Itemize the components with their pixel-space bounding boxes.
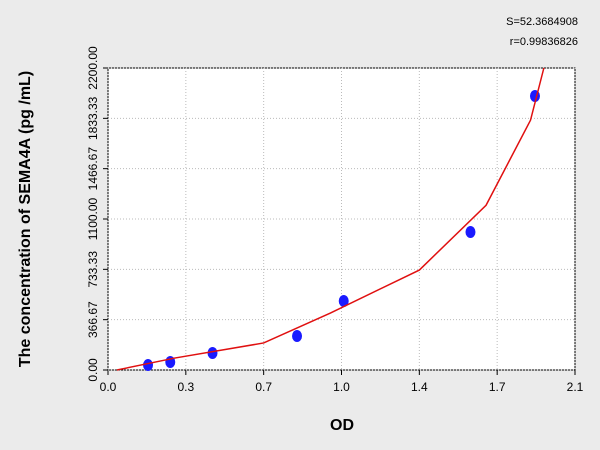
data-point [207,346,218,359]
y-axis-title: The concentration of SEMA4A (pg /mL) [17,71,34,367]
stat-s: S=52.3684908 [506,16,578,28]
fit-curve [116,67,545,371]
data-point [338,294,349,307]
x-tick-label: 0.0 [100,380,117,394]
y-tick-label: 2200.00 [86,46,100,90]
x-tick-label: 2.1 [567,380,584,394]
y-tick-label: 1833.33 [86,96,100,140]
stat-r: r=0.99836826 [510,36,578,48]
x-tick-label: 0.7 [255,380,272,394]
y-tick-label: 366.67 [86,301,100,338]
x-tick-label: 1.0 [333,380,350,394]
y-tick-label: 733.33 [86,251,100,288]
x-tick-label: 0.3 [177,380,194,394]
x-tick-label: 1.7 [489,380,506,394]
x-tick-label: 1.4 [411,380,428,394]
y-tick-label: 1466.67 [86,147,100,191]
data-point [143,359,154,372]
y-tick-label: 0.00 [86,358,100,382]
data-point [465,226,476,239]
x-axis-title: OD [330,417,354,434]
y-tick-label: 1100.00 [86,197,100,240]
data-point [292,329,303,342]
